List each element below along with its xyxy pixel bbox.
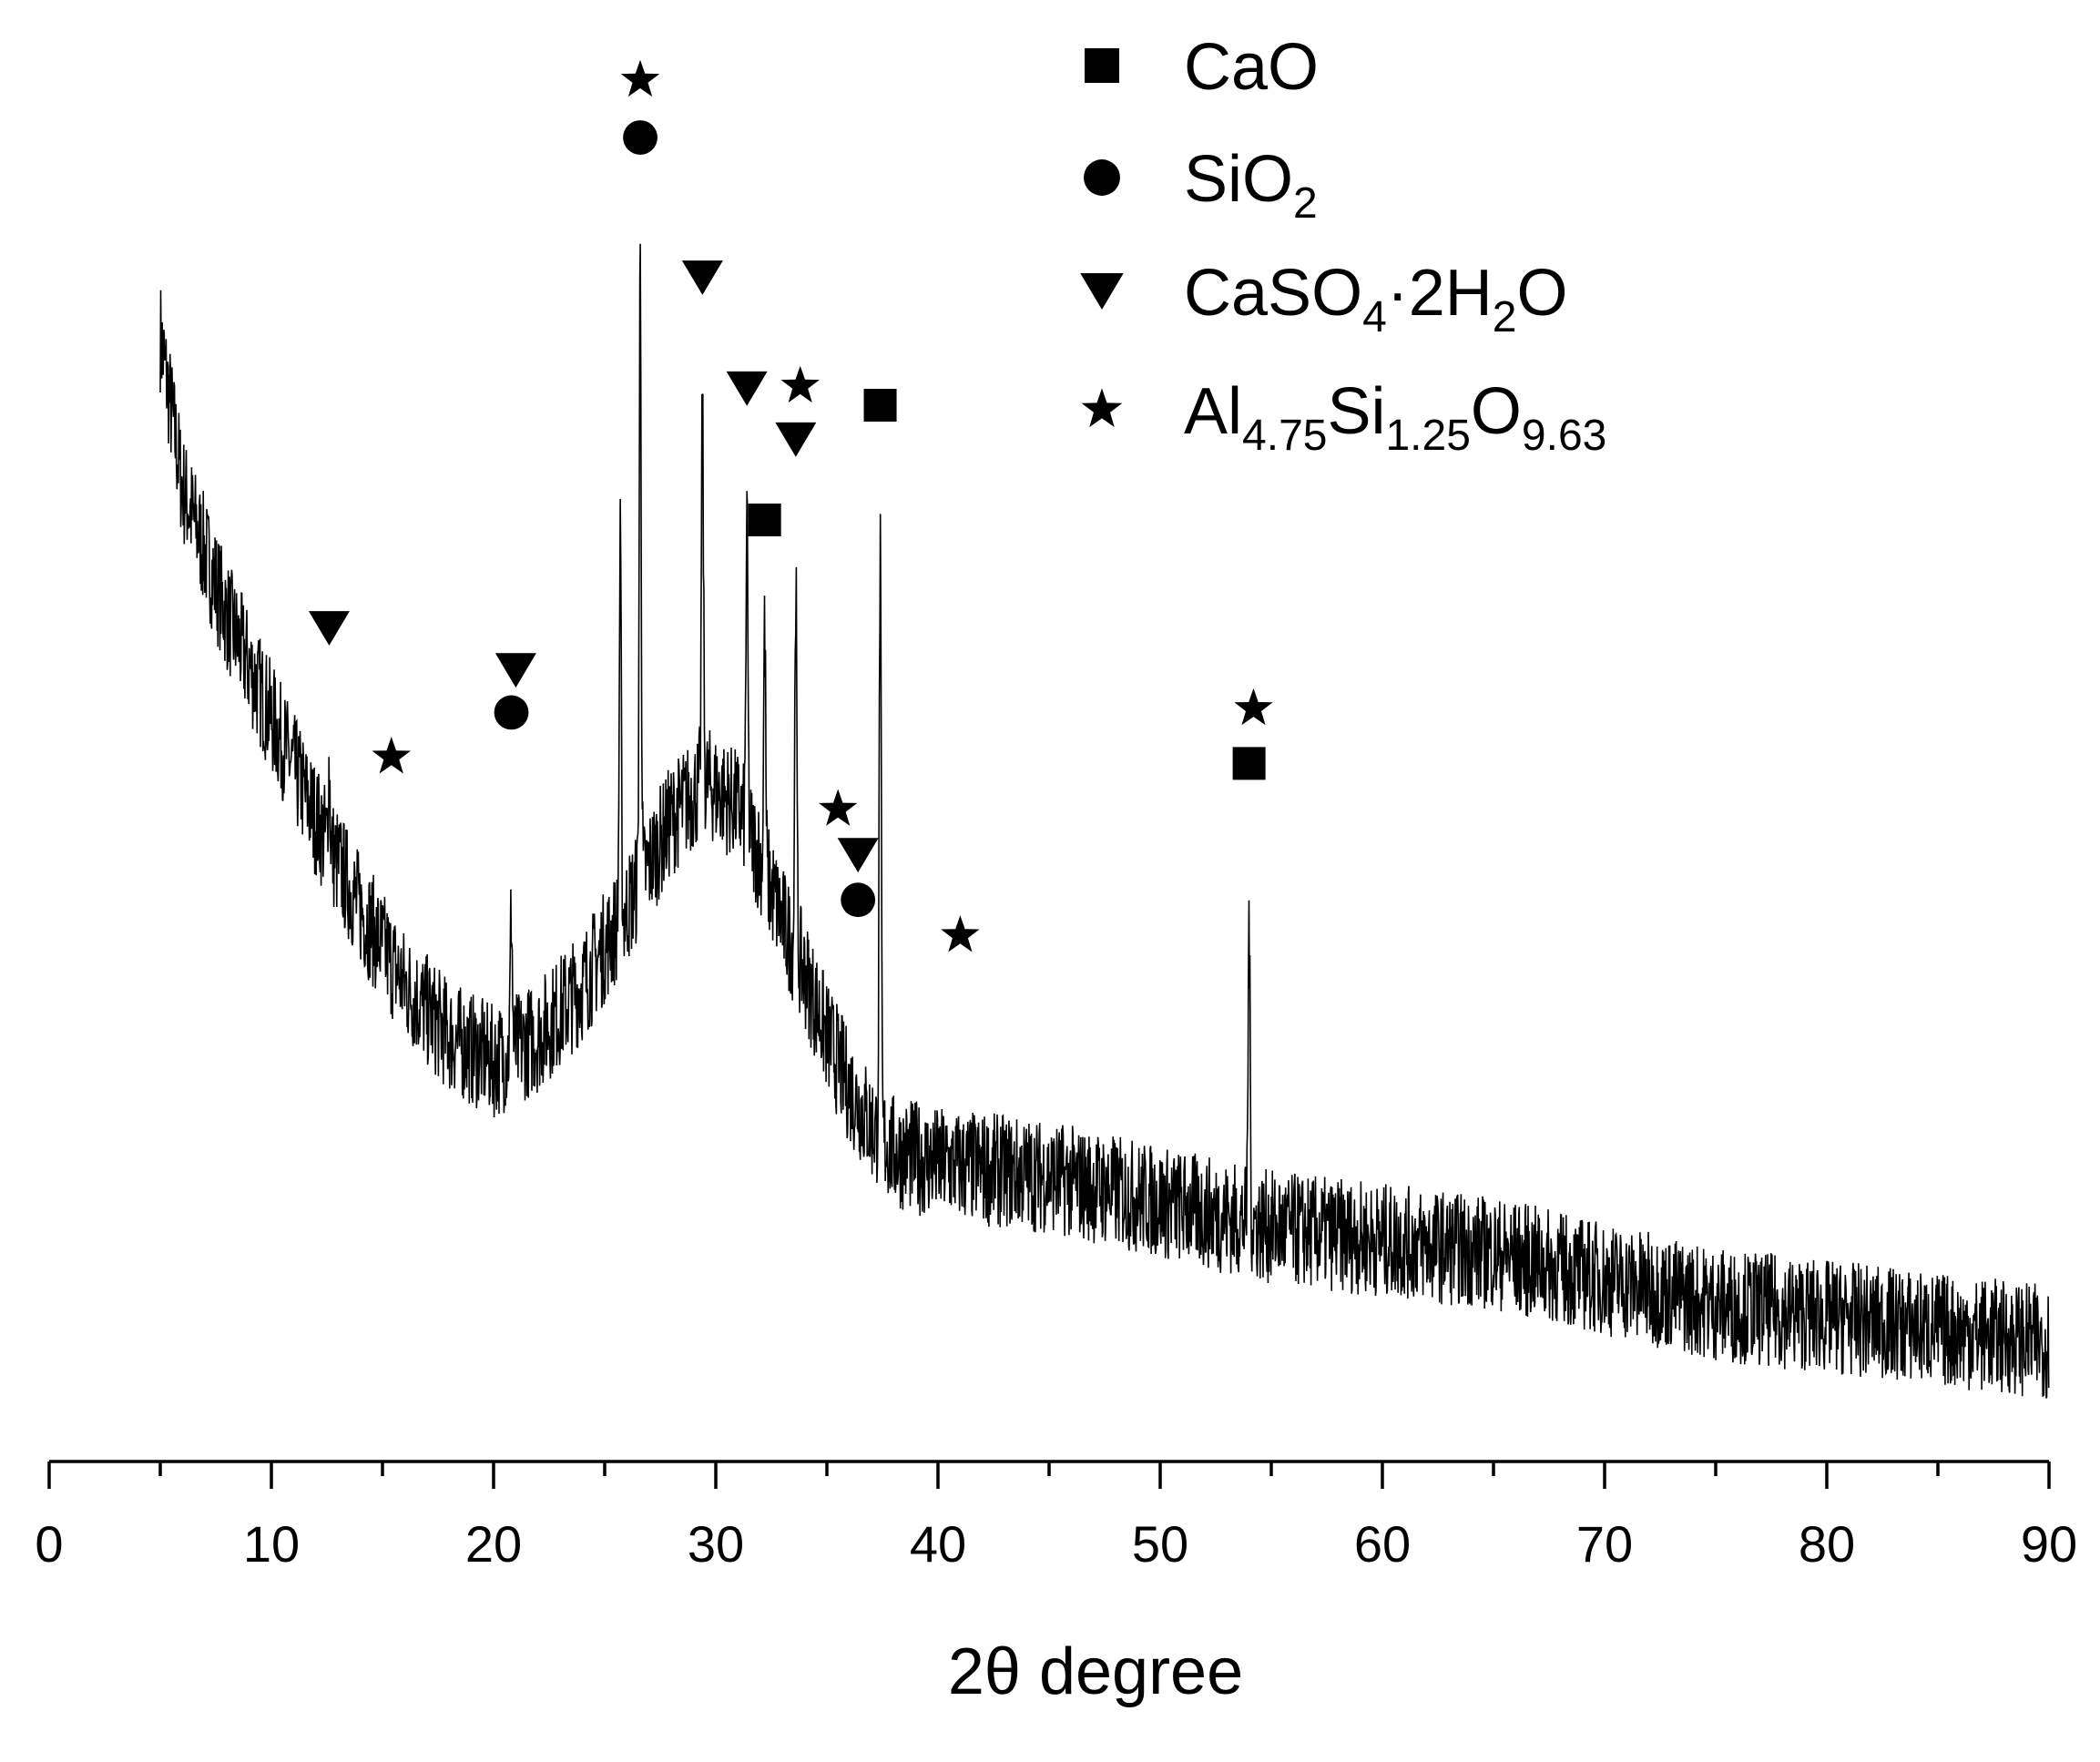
x-tick-label: 30 [688,1515,744,1573]
x-axis-label: 2θ degree [948,1635,1243,1708]
triangle-down-peak-marker [494,653,536,688]
triangle-down-peak-marker [726,371,768,406]
peak-annotations [308,59,1273,952]
square-peak-marker [1232,747,1266,780]
square-legend-icon [1085,48,1119,83]
legend-label: SiO2 [1184,143,1318,228]
x-axis: 0 10 20 30 40 50 60 70 80 90 [35,1460,2077,1573]
star-legend-icon [1081,388,1123,428]
x-tick-label: 10 [243,1515,300,1573]
square-peak-marker [863,389,897,422]
circle-legend-icon [1084,159,1120,196]
x-tick-label: 50 [1132,1515,1188,1573]
legend-label: CaSO4·2H2O [1184,257,1568,341]
legend: CaO SiO2 CaSO4·2H2O Al4.75Si1.25O9.63 [1080,31,1606,460]
circle-peak-marker [494,695,529,730]
legend-label: CaO [1184,31,1319,104]
x-tick-label: 70 [1576,1515,1633,1573]
star-peak-marker [941,915,980,952]
legend-label: Al4.75Si1.25O9.63 [1184,375,1606,460]
legend-item: SiO2 [1084,143,1318,228]
x-tick-label: 20 [465,1515,522,1573]
triangle-down-peak-marker [308,611,350,646]
plot-area [159,243,2050,1399]
x-tick-label: 40 [910,1515,966,1573]
star-peak-marker [780,365,820,403]
circle-peak-marker [841,882,876,918]
legend-item: Al4.75Si1.25O9.63 [1081,375,1606,460]
x-tick-label: 60 [1354,1515,1411,1573]
legend-item: CaSO4·2H2O [1080,257,1568,341]
star-peak-marker [819,789,858,826]
triangle-down-legend-icon [1080,273,1124,310]
x-tick-label: 90 [2021,1515,2077,1573]
star-peak-marker [1234,687,1273,726]
x-tick-label: 0 [35,1515,63,1573]
triangle-down-peak-marker [681,260,723,295]
triangle-down-peak-marker [775,422,817,457]
legend-item: CaO [1085,31,1319,104]
star-peak-marker [620,59,660,97]
star-peak-marker [372,737,411,774]
square-peak-marker [748,504,781,536]
circle-peak-marker [623,120,658,155]
x-tick-label: 80 [1799,1515,1855,1573]
xrd-series-line [159,243,2050,1399]
triangle-down-peak-marker [837,838,879,873]
